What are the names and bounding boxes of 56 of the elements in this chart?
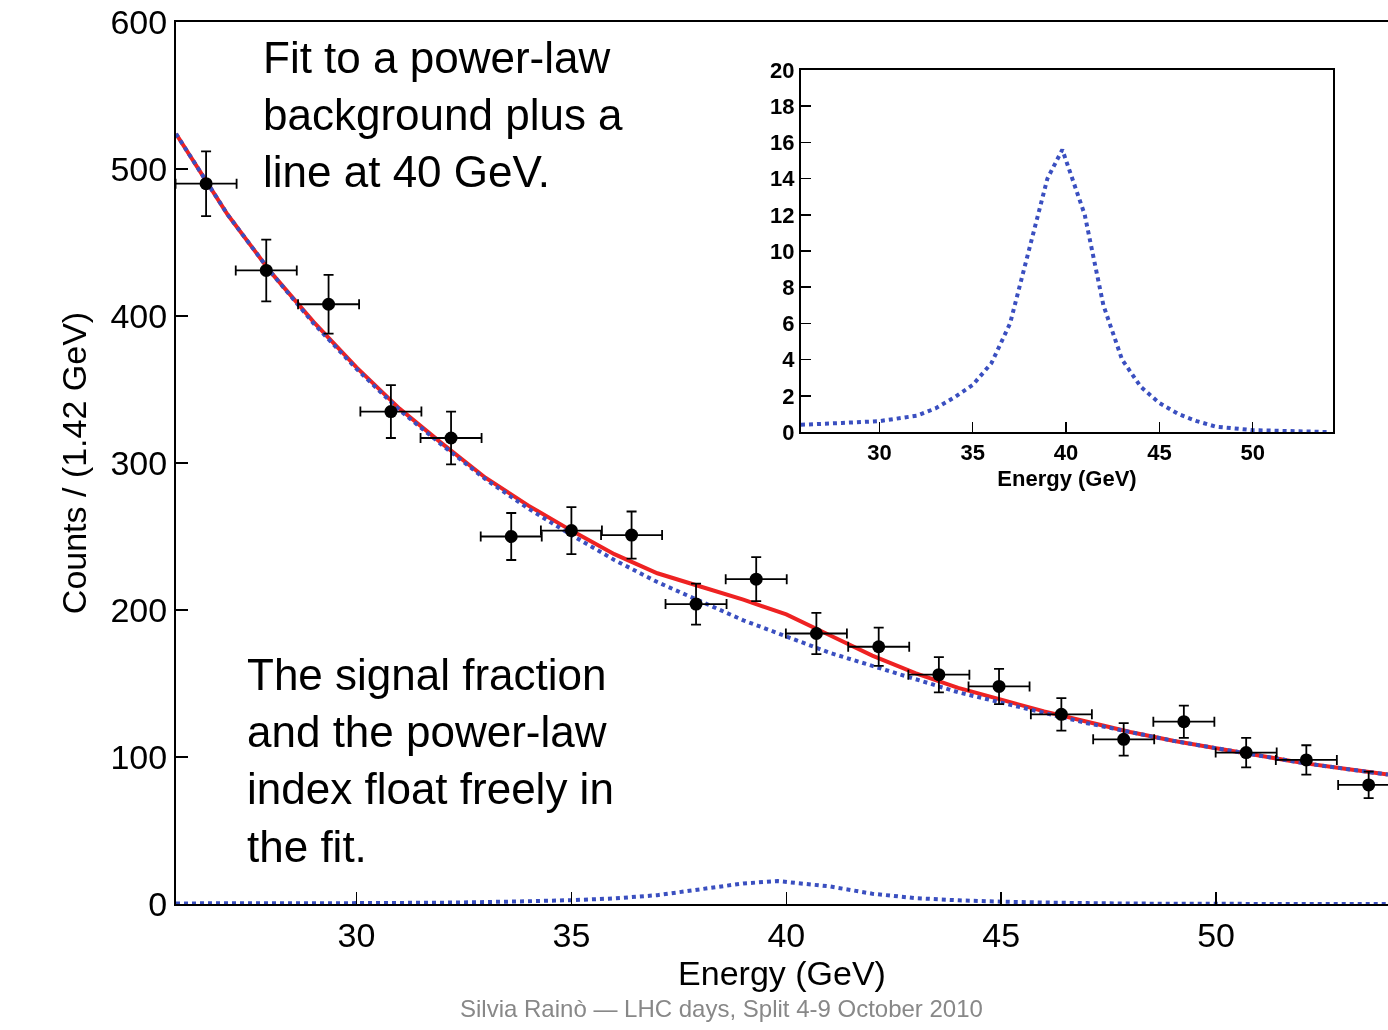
point — [689, 597, 703, 611]
y-tick-label: 500 — [110, 149, 168, 188]
x-tick-label: 30 — [867, 440, 892, 466]
point — [625, 528, 639, 542]
y-tick-label: 12 — [770, 202, 795, 228]
y-tick-label: 8 — [782, 274, 795, 300]
y-tick-label: 100 — [110, 737, 168, 776]
line-series — [176, 879, 1388, 904]
point — [564, 524, 578, 538]
y-tick-label: 0 — [148, 884, 168, 923]
x-tick-label: 35 — [552, 915, 591, 954]
x-tick-label: 35 — [960, 440, 985, 466]
y-tick-label: 0 — [782, 419, 795, 445]
y-tick-label: 6 — [782, 311, 795, 337]
point — [749, 572, 763, 586]
x-tick-label: 30 — [337, 915, 376, 954]
point — [322, 297, 336, 311]
point — [992, 679, 1006, 693]
line-series — [801, 147, 1330, 432]
point — [1239, 746, 1253, 760]
x-tick-label: 50 — [1240, 440, 1265, 466]
y-tick-label: 10 — [770, 238, 795, 264]
point — [384, 405, 398, 419]
point — [1299, 753, 1313, 767]
y-tick-label: 400 — [110, 296, 168, 335]
y-tick-label: 200 — [110, 590, 168, 629]
y-tick-label: 300 — [110, 443, 168, 482]
annotation: The signal fraction and the power-law index float freely in the fit. — [247, 650, 614, 871]
text: Silvia Rainò — LHC days, Split 4-9 October 2010 — [460, 995, 983, 1022]
y-tick-label: 600 — [110, 2, 168, 41]
annotation: Fit to a power-law background plus a line at 40 GeV. — [263, 33, 624, 197]
point — [932, 668, 946, 682]
y-tick-label: 2 — [782, 383, 795, 409]
x-tick-label: 40 — [1053, 440, 1079, 466]
point — [259, 263, 273, 277]
y-tick-label: 20 — [770, 57, 795, 83]
point — [199, 177, 213, 191]
point — [444, 431, 458, 445]
x-axis-title: Energy (GeV) — [997, 465, 1137, 491]
x-tick-label: 50 — [1197, 915, 1235, 954]
y-tick-label: 16 — [770, 130, 795, 156]
y-axis-title: Counts / (1.42 GeV) — [54, 311, 93, 615]
point — [1117, 732, 1131, 746]
x-tick-label: 45 — [982, 915, 1021, 954]
point — [809, 627, 823, 641]
y-tick-label: 18 — [770, 93, 795, 119]
y-tick-label: 14 — [770, 166, 796, 192]
point — [504, 530, 518, 543]
point — [1362, 778, 1376, 792]
y-tick-label: 4 — [782, 347, 796, 373]
point — [1054, 707, 1068, 721]
point — [872, 640, 886, 654]
x-tick-label: 40 — [767, 915, 806, 954]
x-tick-label: 45 — [1147, 440, 1172, 466]
point — [1177, 715, 1191, 729]
x-axis-title: Energy (GeV) — [678, 953, 886, 992]
